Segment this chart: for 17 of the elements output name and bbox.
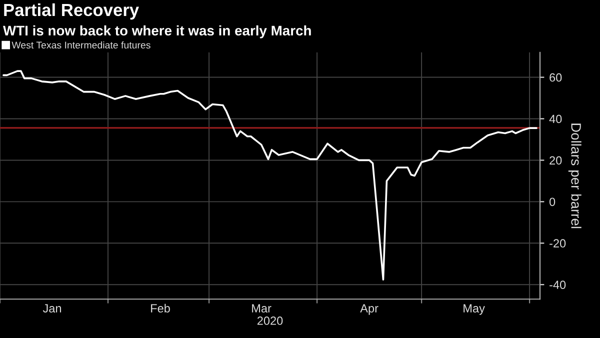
- chart-title: Partial Recovery: [4, 3, 139, 20]
- line-series: [2, 70, 538, 281]
- y-tick-label: -20: [550, 239, 566, 248]
- y-tick-label: 40: [549, 114, 562, 124]
- chart-subtitle: WTI is now back to where it was in early March: [3, 25, 311, 38]
- x-axis-title: 2020: [257, 316, 283, 325]
- x-tick-label: Apr: [360, 304, 378, 315]
- x-tick-label: Jan: [42, 304, 62, 313]
- x-tick-label: Mar: [252, 304, 272, 313]
- y-tick-label: 0: [549, 198, 556, 206]
- y-tick-label: -40: [550, 280, 566, 290]
- y-tick-label: 60: [550, 73, 562, 82]
- y-axis-title: Dollars per barrel: [568, 124, 582, 228]
- x-tick-label: Feb: [151, 304, 170, 313]
- y-tick-label: 20: [550, 156, 562, 165]
- x-tick-label: May: [464, 304, 485, 315]
- legend-label: West Texas Intermediate futures: [12, 41, 150, 49]
